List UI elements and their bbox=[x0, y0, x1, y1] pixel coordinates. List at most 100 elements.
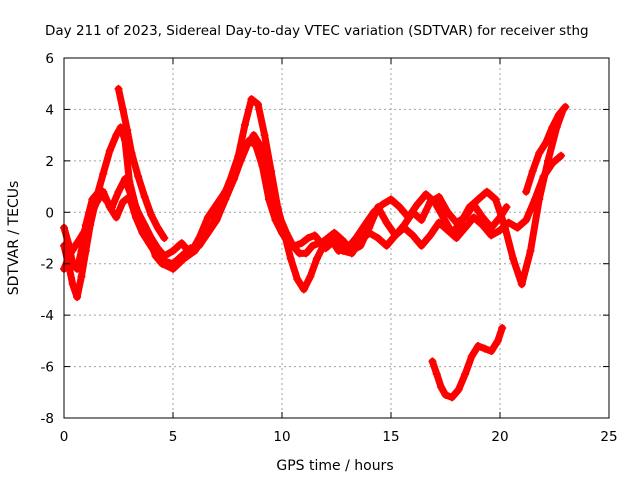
data-point bbox=[356, 236, 365, 245]
data-point bbox=[408, 231, 417, 240]
data-point bbox=[373, 234, 382, 242]
data-point bbox=[131, 213, 140, 222]
data-point bbox=[134, 172, 143, 181]
data-point bbox=[118, 198, 127, 206]
data-point bbox=[339, 236, 348, 245]
data-point bbox=[203, 228, 212, 237]
data-point bbox=[391, 231, 400, 240]
data-point bbox=[530, 195, 539, 204]
data-point bbox=[112, 213, 121, 222]
data-point bbox=[73, 239, 82, 248]
data-point bbox=[502, 203, 511, 212]
axis-ticks bbox=[63, 57, 610, 419]
data-point bbox=[382, 218, 391, 227]
data-point bbox=[221, 195, 230, 204]
data-point bbox=[378, 200, 387, 209]
series-trace-2 bbox=[60, 95, 568, 302]
data-point bbox=[434, 218, 443, 227]
data-series bbox=[60, 84, 570, 402]
data-point bbox=[513, 223, 522, 232]
data-point bbox=[469, 213, 478, 222]
data-point bbox=[68, 280, 77, 289]
data-point bbox=[365, 228, 374, 237]
data-point bbox=[66, 249, 75, 258]
data-point bbox=[153, 223, 162, 232]
data-point bbox=[465, 203, 474, 212]
data-point bbox=[114, 84, 123, 93]
data-point bbox=[118, 105, 127, 114]
data-point bbox=[454, 385, 463, 394]
data-point bbox=[99, 169, 108, 178]
data-point bbox=[498, 324, 507, 332]
data-point bbox=[230, 174, 239, 183]
data-point bbox=[482, 187, 491, 196]
x-tick-label: 10 bbox=[273, 429, 290, 445]
data-point bbox=[160, 234, 169, 242]
data-point bbox=[297, 239, 306, 248]
data-point bbox=[99, 187, 108, 196]
series-line bbox=[60, 95, 567, 301]
data-point bbox=[528, 167, 537, 176]
y-tick-label: -4 bbox=[41, 308, 54, 324]
data-point bbox=[541, 138, 550, 147]
data-point bbox=[195, 241, 204, 250]
data-point bbox=[301, 249, 310, 258]
plot-frame bbox=[63, 57, 610, 419]
y-tick-label: -2 bbox=[41, 257, 54, 273]
data-point bbox=[456, 218, 465, 227]
data-point bbox=[509, 254, 518, 263]
data-point bbox=[448, 393, 457, 402]
x-axis-label: GPS time / hours bbox=[276, 458, 393, 474]
chart-title: Day 211 of 2023, Sidereal Day-to-day VTE… bbox=[45, 23, 589, 39]
data-point bbox=[112, 131, 121, 140]
y-tick-label: 4 bbox=[45, 102, 54, 118]
data-point bbox=[404, 213, 413, 222]
data-point bbox=[417, 216, 426, 224]
data-point bbox=[127, 149, 136, 158]
data-point bbox=[73, 293, 82, 302]
data-point bbox=[434, 192, 443, 201]
data-point bbox=[548, 123, 557, 132]
data-point bbox=[160, 257, 169, 266]
x-tick-label: 15 bbox=[382, 429, 399, 445]
data-point bbox=[496, 226, 504, 235]
x-tick-label: 25 bbox=[600, 429, 617, 445]
data-point bbox=[321, 244, 330, 253]
data-point bbox=[286, 254, 295, 263]
data-point bbox=[79, 228, 88, 237]
data-point bbox=[177, 252, 186, 260]
data-point bbox=[443, 208, 452, 217]
data-point bbox=[249, 131, 258, 140]
data-point bbox=[491, 195, 500, 204]
data-point bbox=[169, 246, 177, 255]
data-point bbox=[347, 249, 356, 258]
data-point bbox=[310, 231, 319, 240]
data-point bbox=[360, 221, 369, 230]
series-trace-5 bbox=[522, 102, 570, 196]
data-point bbox=[421, 190, 430, 199]
data-point bbox=[308, 241, 317, 250]
data-point bbox=[539, 172, 548, 181]
data-point bbox=[428, 357, 437, 366]
data-point bbox=[461, 370, 470, 379]
data-point bbox=[81, 246, 90, 255]
data-point bbox=[254, 100, 263, 109]
data-point bbox=[330, 228, 339, 237]
data-point bbox=[275, 213, 284, 222]
data-point bbox=[212, 216, 221, 224]
x-tick-label: 20 bbox=[491, 429, 508, 445]
data-point bbox=[432, 370, 441, 379]
data-point bbox=[339, 246, 348, 255]
data-point bbox=[478, 213, 487, 222]
data-point bbox=[147, 210, 156, 219]
data-point bbox=[306, 272, 315, 281]
data-point bbox=[138, 228, 147, 237]
data-point bbox=[282, 228, 291, 237]
y-tick-label: 6 bbox=[45, 51, 54, 67]
y-tick-label: 0 bbox=[45, 205, 54, 221]
data-point bbox=[247, 95, 256, 104]
data-point bbox=[535, 149, 544, 158]
tick-labels: 0 5 10 15 20 25 -8 -6 -4 -2 0 2 4 6 bbox=[41, 51, 618, 445]
data-point bbox=[461, 223, 470, 232]
